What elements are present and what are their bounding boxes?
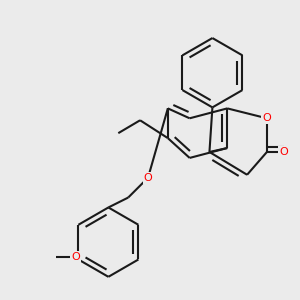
Text: O: O bbox=[279, 147, 288, 157]
Text: O: O bbox=[262, 113, 271, 123]
Text: O: O bbox=[144, 173, 152, 183]
Text: O: O bbox=[71, 252, 80, 262]
